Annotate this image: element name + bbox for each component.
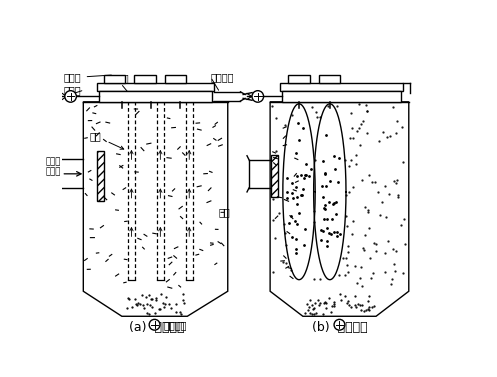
- Text: (a)  过滤状态: (a) 过滤状态: [129, 320, 184, 334]
- Bar: [97, 83, 214, 91]
- Bar: [103, 75, 125, 83]
- Circle shape: [252, 91, 263, 102]
- Text: 箱体: 箱体: [218, 207, 230, 217]
- Text: 净气室: 净气室: [63, 72, 81, 82]
- Bar: [319, 75, 340, 83]
- Circle shape: [334, 319, 345, 330]
- Bar: [271, 155, 278, 197]
- Bar: [97, 151, 104, 201]
- Text: 含尘空: 含尘空: [46, 157, 61, 166]
- Text: 滤袋: 滤袋: [90, 131, 101, 141]
- Text: 净气出口: 净气出口: [210, 72, 234, 82]
- Bar: [282, 91, 401, 102]
- Circle shape: [65, 91, 77, 102]
- Bar: [280, 83, 403, 91]
- Polygon shape: [83, 102, 228, 316]
- Bar: [165, 75, 186, 83]
- Polygon shape: [283, 104, 315, 280]
- Polygon shape: [270, 102, 409, 316]
- Text: (b)  清灰状态: (b) 清灰状态: [312, 320, 367, 334]
- Polygon shape: [314, 104, 346, 280]
- Bar: [288, 75, 310, 83]
- Text: 喷吹管: 喷吹管: [112, 74, 130, 83]
- Text: 气入口: 气入口: [46, 167, 61, 176]
- Bar: [99, 91, 212, 102]
- Text: 脉冲阀: 脉冲阀: [63, 85, 81, 95]
- Bar: [134, 75, 156, 83]
- Circle shape: [149, 319, 160, 330]
- Text: 一回转阀: 一回转阀: [163, 320, 186, 330]
